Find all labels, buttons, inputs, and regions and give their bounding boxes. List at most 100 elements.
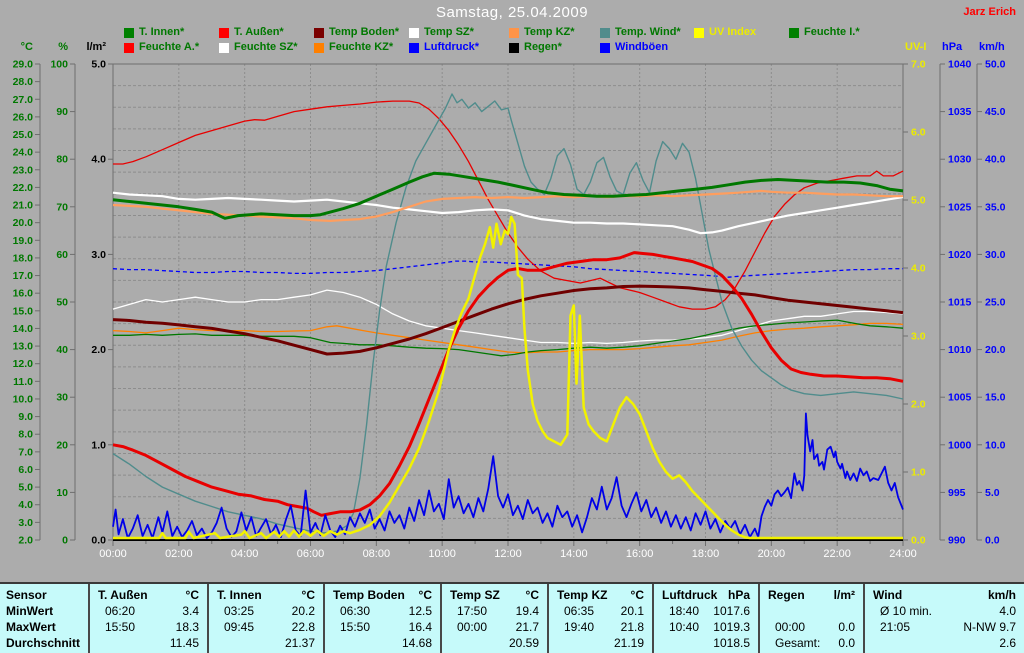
legend-swatch-temp-sz	[409, 27, 419, 38]
sensor-name: Temp Boden	[333, 587, 405, 602]
table-col-t-innen: T. Innen °C 03:25 20.2 09:45 22.8 21.37	[207, 584, 323, 653]
legend-label: Temp SZ*	[424, 26, 474, 38]
table-col-wind: Wind km/h Ø 10 min. 4.0 21:05 N-NW 9.7 2.6	[863, 584, 1024, 653]
axis-tick-label-c: 7.0	[18, 446, 33, 458]
axis-tick-label-c: 5.0	[18, 482, 33, 494]
legend-label: UV Index	[709, 26, 757, 38]
legend-item-t-innen: T. Innen*	[124, 27, 184, 38]
table-row-label: MinWert	[6, 603, 54, 618]
axis-header-uv-i: UV-I	[905, 41, 926, 53]
legend-item-temp-boden: Temp Boden*	[314, 27, 399, 38]
legend-swatch-temp-boden	[314, 27, 324, 38]
axis-tick-label-c: 6.0	[18, 464, 33, 476]
series-luftdruck-line	[112, 260, 903, 278]
avg-value: 20.59	[508, 635, 539, 650]
min-value: 19.4	[515, 603, 539, 618]
table-row-line: 19:40 21.8	[549, 619, 652, 634]
series-feuchte-kz-line	[112, 322, 904, 354]
min-time: 06:35	[564, 603, 595, 618]
axis-tick-label-c: 17.0	[13, 270, 34, 282]
x-axis-label: 02:00	[165, 548, 193, 560]
series-temp-sz-line	[112, 191, 904, 235]
axis-tick-label-c: 12.0	[13, 358, 34, 370]
axis-tick-label-uv-i: 3.0	[911, 331, 926, 343]
table-row-line: Temp Boden °C	[325, 587, 440, 602]
axis-tick-label-: 10	[56, 487, 68, 499]
axis-tick-label-c: 10.0	[13, 393, 34, 405]
max-time: 15:50	[340, 619, 371, 634]
table-col-t-au-en: T. Außen °C 06:20 3.4 15:50 18.3 11.45	[88, 584, 207, 653]
table-row-line: 15:50 16.4	[325, 619, 440, 634]
table-row-line: Sensor	[0, 587, 88, 602]
sensor-name: Wind	[873, 587, 903, 602]
max-value: 22.8	[291, 619, 315, 634]
axis-tick-label-km-h: 15.0	[985, 392, 1006, 404]
axis-tick-label-km-h: 30.0	[985, 249, 1006, 261]
x-axis-label: 18:00	[692, 548, 720, 560]
axis-tick-label-c: 21.0	[13, 200, 34, 212]
max-value: 21.7	[515, 619, 539, 634]
table-row-line: 11.45	[90, 635, 207, 650]
min-time: 17:50	[457, 603, 488, 618]
max-time: 10:40	[669, 619, 700, 634]
axis-tick-label-l-m: 0.0	[91, 535, 106, 547]
axis-tick-label-c: 16.0	[13, 288, 34, 300]
axis-tick-label-l-m: 3.0	[91, 249, 106, 261]
axis-tick-label-hpa: 1030	[948, 154, 972, 166]
table-row-line: 1018.5	[654, 635, 758, 650]
series-temp-boden-line	[112, 284, 904, 356]
axis-tick-label-c: 4.0	[18, 499, 33, 511]
sensor-name: Temp SZ	[450, 587, 500, 602]
axis-header-l-m: l/m²	[86, 41, 106, 53]
axis-tick-label-km-h: 20.0	[985, 344, 1006, 356]
table-row-line: T. Außen °C	[90, 587, 207, 602]
axis-tick-label-c: 19.0	[13, 235, 34, 247]
legend-swatch-temp-kz	[509, 27, 519, 38]
table-col-luftdruck: Luftdruck hPa 18:40 1017.6 10:40 1019.3 1018.5	[652, 584, 758, 653]
table-row-line: 15:50 18.3	[90, 619, 207, 634]
table-row-line: MinWert	[0, 603, 88, 618]
avg-value: 2.6	[999, 635, 1016, 650]
table-row-line: Gesamt: 0.0	[760, 635, 863, 650]
axis-tick-label-km-h: 0.0	[985, 535, 1000, 547]
min-time: 06:20	[105, 603, 136, 618]
table-row-line: Regen l/m²	[760, 587, 863, 602]
table-row-line: 14.68	[325, 635, 440, 650]
axis-tick-label-c: 20.0	[13, 217, 34, 229]
legend-label: Luftdruck*	[424, 41, 479, 53]
table-row-line: 2.6	[865, 635, 1024, 650]
min-value: 3.4	[182, 603, 199, 618]
x-axis-label: 10:00	[428, 548, 456, 560]
axis-tick-label-c: 18.0	[13, 252, 34, 264]
min-value: 12.5	[408, 603, 432, 618]
sensor-unit: °C	[418, 587, 432, 602]
table-row-line: 09:45 22.8	[209, 619, 323, 634]
axis-tick-label-uv-i: 6.0	[911, 127, 926, 139]
axis-tick-label-: 40	[56, 344, 68, 356]
max-time: 21:05	[880, 619, 911, 634]
table-row-line: 10:40 1019.3	[654, 619, 758, 634]
axis-tick-label-c: 14.0	[13, 323, 34, 335]
series-t-au-en-line	[112, 251, 904, 517]
axis-tick-label-uv-i: 7.0	[911, 59, 926, 71]
legend-swatch-temp-wind	[600, 27, 610, 38]
x-axis-label: 04:00	[231, 548, 259, 560]
axis-tick-label-c: 27.0	[13, 94, 34, 106]
table-row-line: 06:30 12.5	[325, 603, 440, 618]
axis-tick-label-: 70	[56, 201, 68, 213]
table-col-temp-kz: Temp KZ °C 06:35 20.1 19:40 21.8 21.19	[547, 584, 652, 653]
axis-tick-label-hpa: 1015	[948, 297, 972, 309]
table-row-label: Durchschnitt	[6, 635, 81, 650]
axis-tick-label-: 90	[56, 106, 68, 118]
min-value: 4.0	[999, 603, 1016, 618]
axis-tick-label-c: 9.0	[18, 411, 33, 423]
table-col-row-labels: Sensor MinWert MaxWert Durchschnitt	[0, 584, 88, 653]
table-row-line: 17:50 19.4	[442, 603, 547, 618]
avg-value: 21.37	[284, 635, 315, 650]
legend-item-t-au-en: T. Außen*	[219, 27, 284, 38]
x-axis-label: 00:00	[99, 548, 127, 560]
axis-tick-label-c: 26.0	[13, 111, 34, 123]
legend-item-luftdruck: Luftdruck*	[409, 42, 479, 53]
max-value: 1019.3	[713, 619, 750, 634]
